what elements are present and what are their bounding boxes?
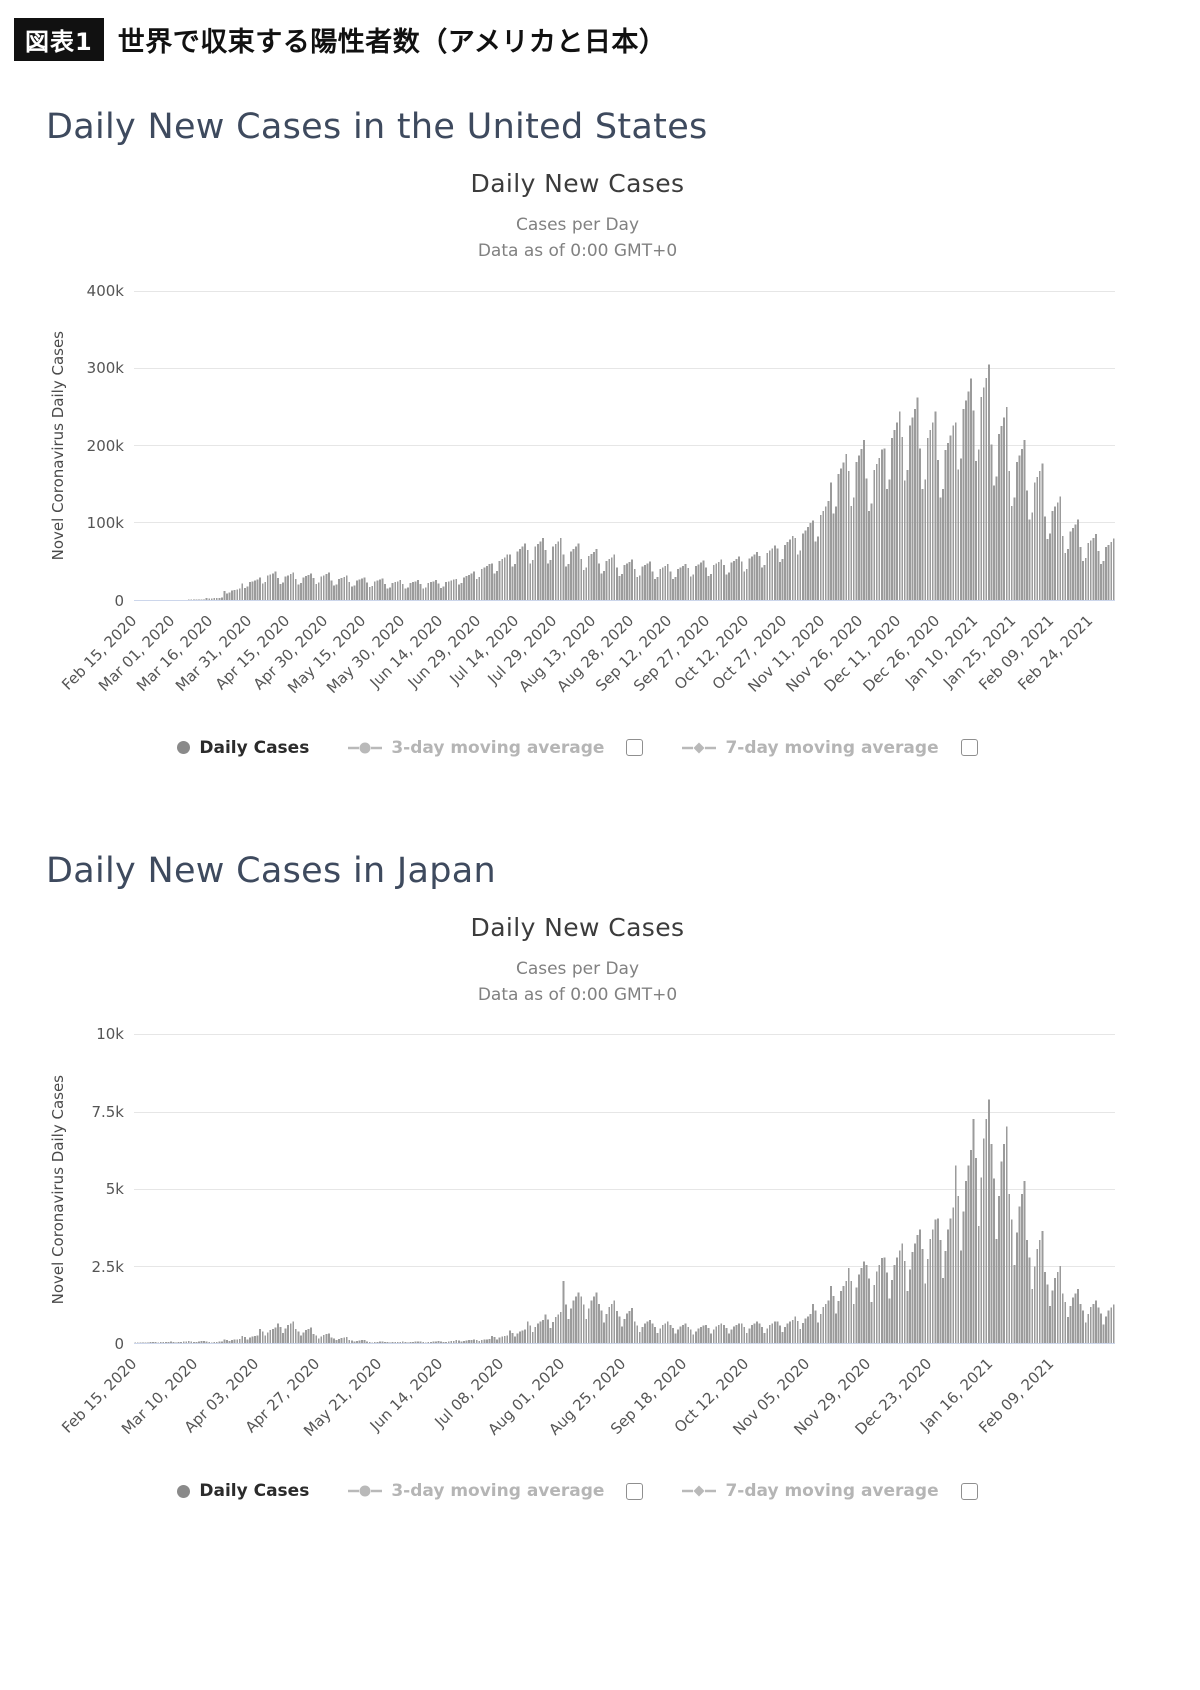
chart-japan: Daily New Cases Cases per Day Data as of… bbox=[40, 913, 1115, 1509]
y-tick-label: 100k bbox=[86, 514, 124, 533]
x-axis: Feb 15, 2020 Mar 10, 2020 Apr 03, 2020 Apr … bbox=[40, 1344, 1115, 1472]
7day-average-checkbox[interactable] bbox=[960, 739, 978, 757]
y-tick-label: 0 bbox=[114, 1335, 124, 1354]
section-heading-japan: Daily New Cases in Japan bbox=[46, 850, 497, 891]
3day-average-checkbox[interactable] bbox=[626, 739, 644, 757]
y-tick-label: 400k bbox=[86, 281, 124, 300]
section-heading-us: Daily New Cases in the United States bbox=[46, 107, 708, 147]
chart-subtitle: Cases per Day Data as of 0:00 GMT+0 bbox=[40, 956, 1115, 1009]
plot-row: Novel Coronavirus Daily Cases 0 100k 200k 3… bbox=[40, 282, 1115, 610]
y-tick-label: 10k bbox=[96, 1025, 124, 1044]
7day-average-checkbox[interactable] bbox=[960, 1482, 978, 1500]
legend-item-7day-average[interactable]: 7-day moving average bbox=[681, 737, 939, 758]
gridline bbox=[134, 1034, 1115, 1036]
legend: Daily Cases 3-day moving average 7-day m… bbox=[40, 1474, 1115, 1508]
legend-label: 7-day moving average bbox=[725, 1481, 939, 1502]
section-spacer bbox=[0, 765, 1200, 805]
chart-subtitle-line1: Cases per Day bbox=[515, 958, 640, 979]
3day-average-marker-icon bbox=[348, 742, 383, 754]
3day-average-marker-icon bbox=[348, 1485, 383, 1497]
chart-us: Daily New Cases Cases per Day Data as of… bbox=[40, 169, 1115, 765]
x-tick-labels: Feb 15, 2020 Mar 10, 2020 Apr 03, 2020 Apr … bbox=[58, 1344, 1115, 1472]
3day-average-checkbox[interactable] bbox=[626, 1482, 644, 1500]
daily-cases-bars bbox=[134, 1099, 1115, 1344]
plot-area bbox=[134, 290, 1115, 601]
x-tick-labels: Feb 15, 2020 Mar 01, 2020 Mar 16, 2020 Mar … bbox=[58, 601, 1115, 729]
y-axis-title: Novel Coronavirus Daily Cases bbox=[40, 291, 76, 601]
7day-average-marker-icon bbox=[682, 742, 717, 754]
gridline bbox=[134, 367, 1115, 369]
daily-cases-marker-icon bbox=[177, 741, 191, 755]
chart-title: Daily New Cases bbox=[470, 912, 685, 942]
7day-average-marker-icon bbox=[682, 1485, 717, 1497]
y-tick-label: 7.5k bbox=[91, 1102, 124, 1121]
y-axis-title: Novel Coronavirus Daily Cases bbox=[40, 1034, 76, 1344]
legend-label: Daily Cases bbox=[199, 737, 310, 758]
legend-item-daily-cases[interactable]: Daily Cases bbox=[177, 1481, 309, 1501]
chart-subtitle-line2: Data as of 0:00 GMT+0 bbox=[477, 985, 678, 1006]
legend-label: Daily Cases bbox=[199, 1481, 310, 1502]
gridline bbox=[134, 290, 1115, 292]
y-tick-label: 200k bbox=[86, 436, 124, 455]
legend-item-3day-average[interactable]: 3-day moving average bbox=[347, 1481, 604, 1501]
gridline bbox=[134, 522, 1115, 524]
gridline bbox=[134, 1266, 1115, 1268]
gridline bbox=[134, 1188, 1115, 1190]
y-tick-label: 5k bbox=[105, 1180, 124, 1199]
page-title: 世界で収束する陽性者数（アメリカと日本） bbox=[117, 27, 667, 58]
chart-subtitle-line2: Data as of 0:00 GMT+0 bbox=[477, 241, 678, 262]
y-tick-label: 2.5k bbox=[91, 1257, 124, 1276]
plot-area bbox=[134, 1034, 1115, 1345]
legend-item-7day-average[interactable]: 7-day moving average bbox=[681, 1481, 939, 1502]
y-tick-labels: 0 2.5k 5k 7.5k 10k bbox=[76, 1025, 134, 1353]
page-header: 図表1 世界で収束する陽性者数（アメリカと日本） bbox=[0, 0, 1200, 61]
y-tick-labels: 0 100k 200k 300k 400k bbox=[76, 282, 134, 610]
legend-label: 3-day moving average bbox=[391, 737, 605, 758]
chart-title: Daily New Cases bbox=[470, 169, 685, 198]
chart-subtitle-line1: Cases per Day bbox=[515, 215, 640, 235]
legend-label: 7-day moving average bbox=[725, 737, 939, 758]
y-tick-label: 300k bbox=[86, 359, 124, 378]
daily-cases-marker-icon bbox=[177, 1484, 191, 1498]
legend-item-daily-cases[interactable]: Daily Cases bbox=[177, 738, 309, 758]
chart-subtitle: Cases per Day Data as of 0:00 GMT+0 bbox=[40, 212, 1115, 265]
gridline bbox=[134, 1111, 1115, 1113]
gridline bbox=[134, 445, 1115, 447]
y-axis-title-text: Novel Coronavirus Daily Cases bbox=[49, 1074, 67, 1305]
legend-label: 3-day moving average bbox=[391, 1481, 605, 1502]
y-tick-label: 0 bbox=[114, 591, 124, 610]
figure-badge: 図表1 bbox=[14, 18, 104, 61]
daily-cases-bars bbox=[167, 364, 1115, 600]
legend: Daily Cases 3-day moving average 7-day m… bbox=[40, 731, 1115, 765]
y-axis-title-text: Novel Coronavirus Daily Cases bbox=[49, 331, 67, 561]
x-axis: Feb 15, 2020 Mar 01, 2020 Mar 16, 2020 Mar … bbox=[40, 601, 1115, 729]
legend-item-3day-average[interactable]: 3-day moving average bbox=[347, 738, 604, 758]
plot-row: Novel Coronavirus Daily Cases 0 2.5k 5k 7.5… bbox=[40, 1025, 1115, 1353]
